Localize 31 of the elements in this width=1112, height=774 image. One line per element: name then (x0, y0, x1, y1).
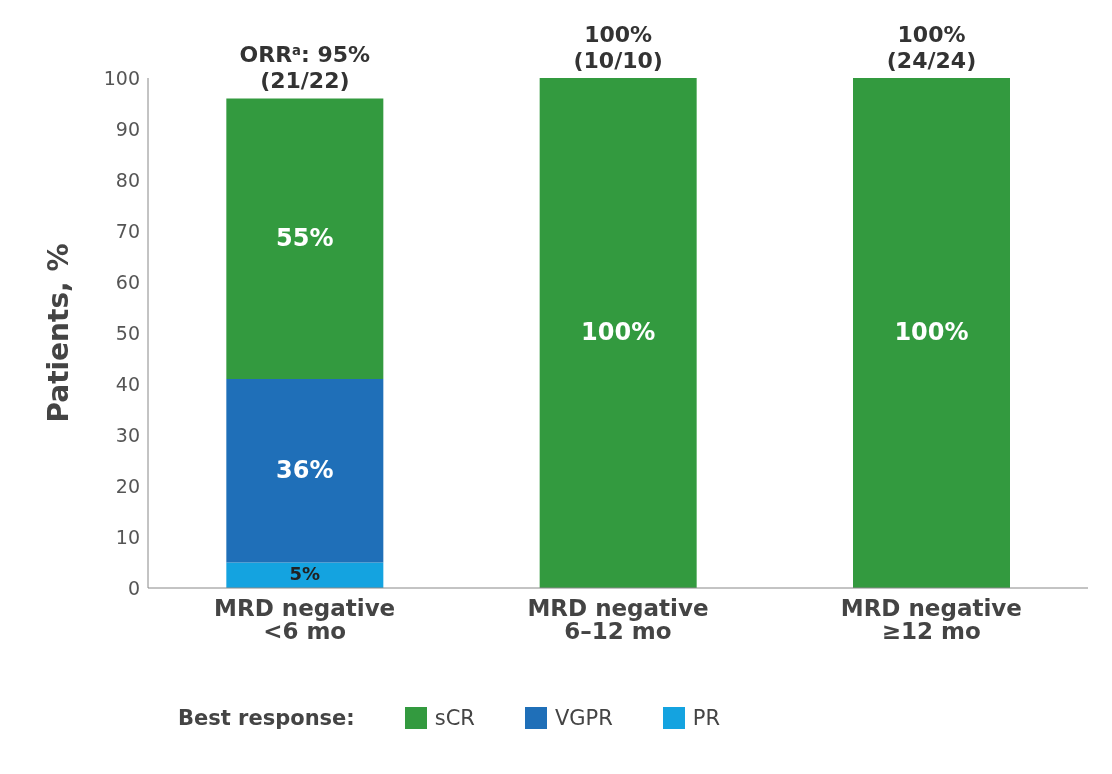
legend-label: PR (692, 706, 721, 730)
bar (226, 98, 384, 379)
total-label: 100% (10/10) (573, 22, 663, 73)
y-tick-label: 10 (115, 525, 140, 548)
bar (539, 78, 697, 588)
data-label: 5% (289, 563, 321, 585)
legend-title: Best response: (178, 706, 355, 730)
x-tick-label: MRD negative 6–12 mo (527, 595, 709, 645)
data-label: 36% (276, 455, 334, 484)
y-axis-title: Patients, % (41, 243, 75, 423)
bar (853, 78, 1010, 588)
y-tick-label: 70 (115, 219, 140, 242)
y-tick-label: 90 (115, 117, 140, 140)
data-label: 100% (894, 318, 969, 346)
bar (226, 378, 384, 563)
legend-label: VGPR (554, 706, 613, 730)
y-tick-label: 0 (127, 576, 140, 599)
total-label: 100% (24/24) (886, 22, 977, 73)
y-tick-label: 60 (115, 270, 140, 293)
y-tick-label: 50 (115, 321, 140, 344)
legend-label: sCR (434, 706, 475, 730)
x-tick-label: MRD negative <6 mo (214, 595, 396, 645)
y-tick-label: 40 (115, 372, 140, 395)
y-tick-label: 30 (115, 423, 140, 446)
x-tick-label: MRD negative ≥12 mo (840, 595, 1022, 645)
y-tick-label: 100 (103, 66, 140, 89)
y-tick-label: 80 (115, 168, 140, 191)
y-tick-label: 20 (115, 474, 140, 497)
data-label: 100% (581, 318, 656, 346)
data-label: 55% (276, 223, 334, 252)
total-label: ORR$^{a}$: 95% (21/22) (239, 42, 371, 94)
